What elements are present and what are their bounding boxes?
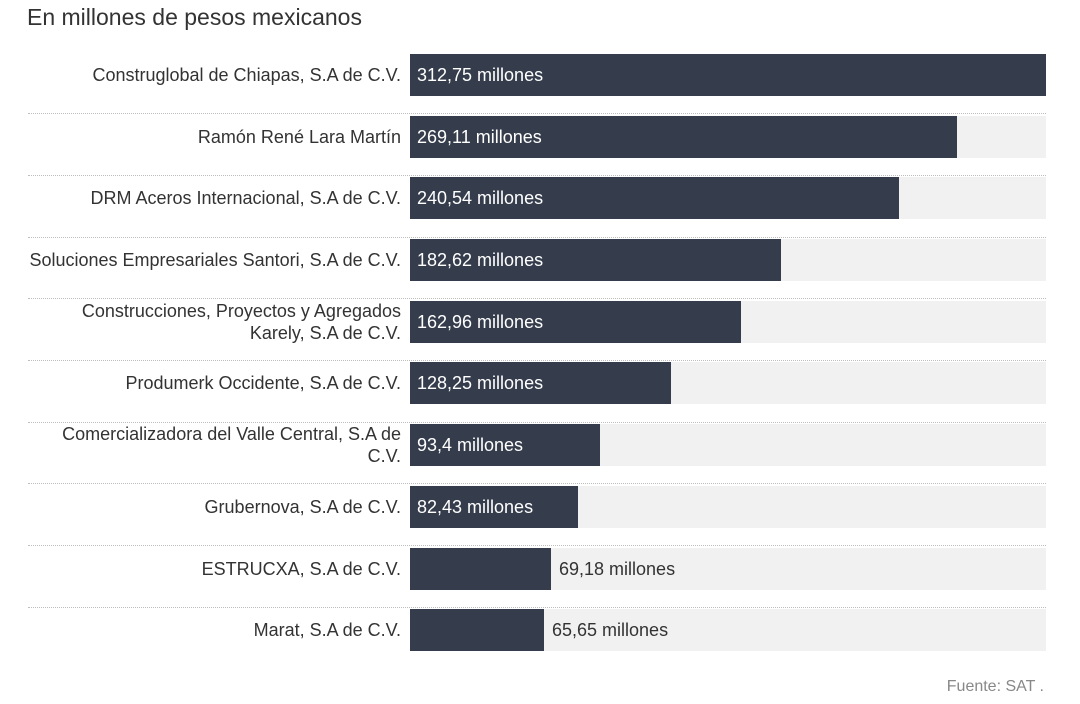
row-separator bbox=[28, 113, 1046, 115]
bar bbox=[410, 115, 957, 158]
value-label: 93,4 millones bbox=[417, 435, 524, 456]
chart-subtitle: En millones de pesos mexicanos bbox=[27, 4, 362, 30]
chart-row: Marat, S.A de C.V. 65,65 millones bbox=[0, 606, 1080, 669]
bar-track: 65,65 millones bbox=[410, 609, 1046, 652]
category-label: Construglobal de Chiapas, S.A de C.V. bbox=[92, 65, 401, 85]
value-label: 128,25 millones bbox=[417, 373, 544, 394]
bar-track: 128,25 millones bbox=[410, 362, 1046, 405]
value-label: 182,62 millones bbox=[417, 250, 544, 271]
bar bbox=[410, 485, 578, 528]
bar bbox=[410, 54, 1046, 96]
row-separator bbox=[28, 606, 1046, 608]
row-separator bbox=[28, 236, 1046, 238]
row-separator bbox=[28, 483, 1046, 485]
category-label: Grubernova, S.A de C.V. bbox=[204, 496, 401, 517]
bar bbox=[410, 177, 899, 220]
row-separator bbox=[28, 545, 1046, 546]
category-label: DRM Aceros Internacional, S.A de C.V. bbox=[90, 188, 402, 209]
bar-track: 182,62 millones bbox=[410, 239, 1046, 282]
value-label: 240,54 millones bbox=[417, 188, 544, 209]
chart-row: ESTRUCXA, S.A de C.V. 69,18 millones bbox=[0, 545, 1080, 608]
chart-row: Produmerk Occidente, S.A de C.V. 128,25 m… bbox=[0, 359, 1080, 422]
row-separator bbox=[28, 174, 1046, 176]
value-label: 269,11 millones bbox=[417, 126, 542, 147]
chart-row: DRM Aceros Internacional, S.A de C.V. 240… bbox=[0, 174, 1080, 237]
bar-track: 162,96 millones bbox=[410, 300, 1046, 343]
chart-row: Ramón René Lara Martín 269,11 millones bbox=[0, 113, 1080, 176]
chart-row: Construcciones, Proyectos y Agregados Ka… bbox=[0, 298, 1080, 361]
row-separator bbox=[28, 359, 1046, 361]
bar bbox=[410, 362, 671, 405]
value-label: 162,96 millones bbox=[417, 311, 544, 332]
row-separator bbox=[28, 298, 1046, 300]
value-label: 65,65 millones bbox=[552, 620, 669, 641]
chart-row: Comercializadora del Valle Central, S.A … bbox=[0, 421, 1080, 484]
bar bbox=[410, 300, 741, 343]
chart-row: Grubernova, S.A de C.V. 82,43 millones bbox=[0, 483, 1080, 546]
bar-track: 69,18 millones bbox=[410, 547, 1046, 590]
bar bbox=[410, 609, 544, 652]
bar-track: 82,43 millones bbox=[410, 485, 1046, 528]
category-label: Soluciones Empresariales Santori, S.A de… bbox=[29, 250, 401, 271]
value-label: 312,75 millones bbox=[417, 65, 544, 85]
value-label: 82,43 millones bbox=[417, 496, 534, 517]
bar-track: 312,75 millones bbox=[410, 54, 1046, 96]
category-label: Marat, S.A de C.V. bbox=[253, 620, 401, 641]
bar-track: 240,54 millones bbox=[410, 177, 1046, 220]
bar bbox=[410, 239, 781, 282]
bar-track: 269,11 millones bbox=[410, 115, 1046, 158]
chart-row: Soluciones Empresariales Santori, S.A de… bbox=[0, 236, 1080, 299]
category-label: Comercializadora del Valle Central, S.A … bbox=[62, 424, 401, 467]
bar-track: 93,4 millones bbox=[410, 424, 1046, 467]
category-label: ESTRUCXA, S.A de C.V. bbox=[201, 558, 401, 579]
category-label: Ramón René Lara Martín bbox=[197, 126, 401, 147]
value-label: 69,18 millones bbox=[559, 558, 676, 579]
source-note: Fuente: SAT . bbox=[946, 678, 1044, 695]
bar bbox=[410, 547, 551, 590]
bar bbox=[410, 424, 600, 467]
row-separator bbox=[28, 421, 1046, 423]
chart-row: Construglobal de Chiapas, S.A de C.V. 312… bbox=[0, 52, 1080, 114]
category-label: Construcciones, Proyectos y Agregados Ka… bbox=[81, 300, 401, 343]
bar-chart: Construglobal de Chiapas, S.A de C.V. 312… bbox=[0, 52, 1080, 669]
category-label: Produmerk Occidente, S.A de C.V. bbox=[125, 373, 401, 394]
